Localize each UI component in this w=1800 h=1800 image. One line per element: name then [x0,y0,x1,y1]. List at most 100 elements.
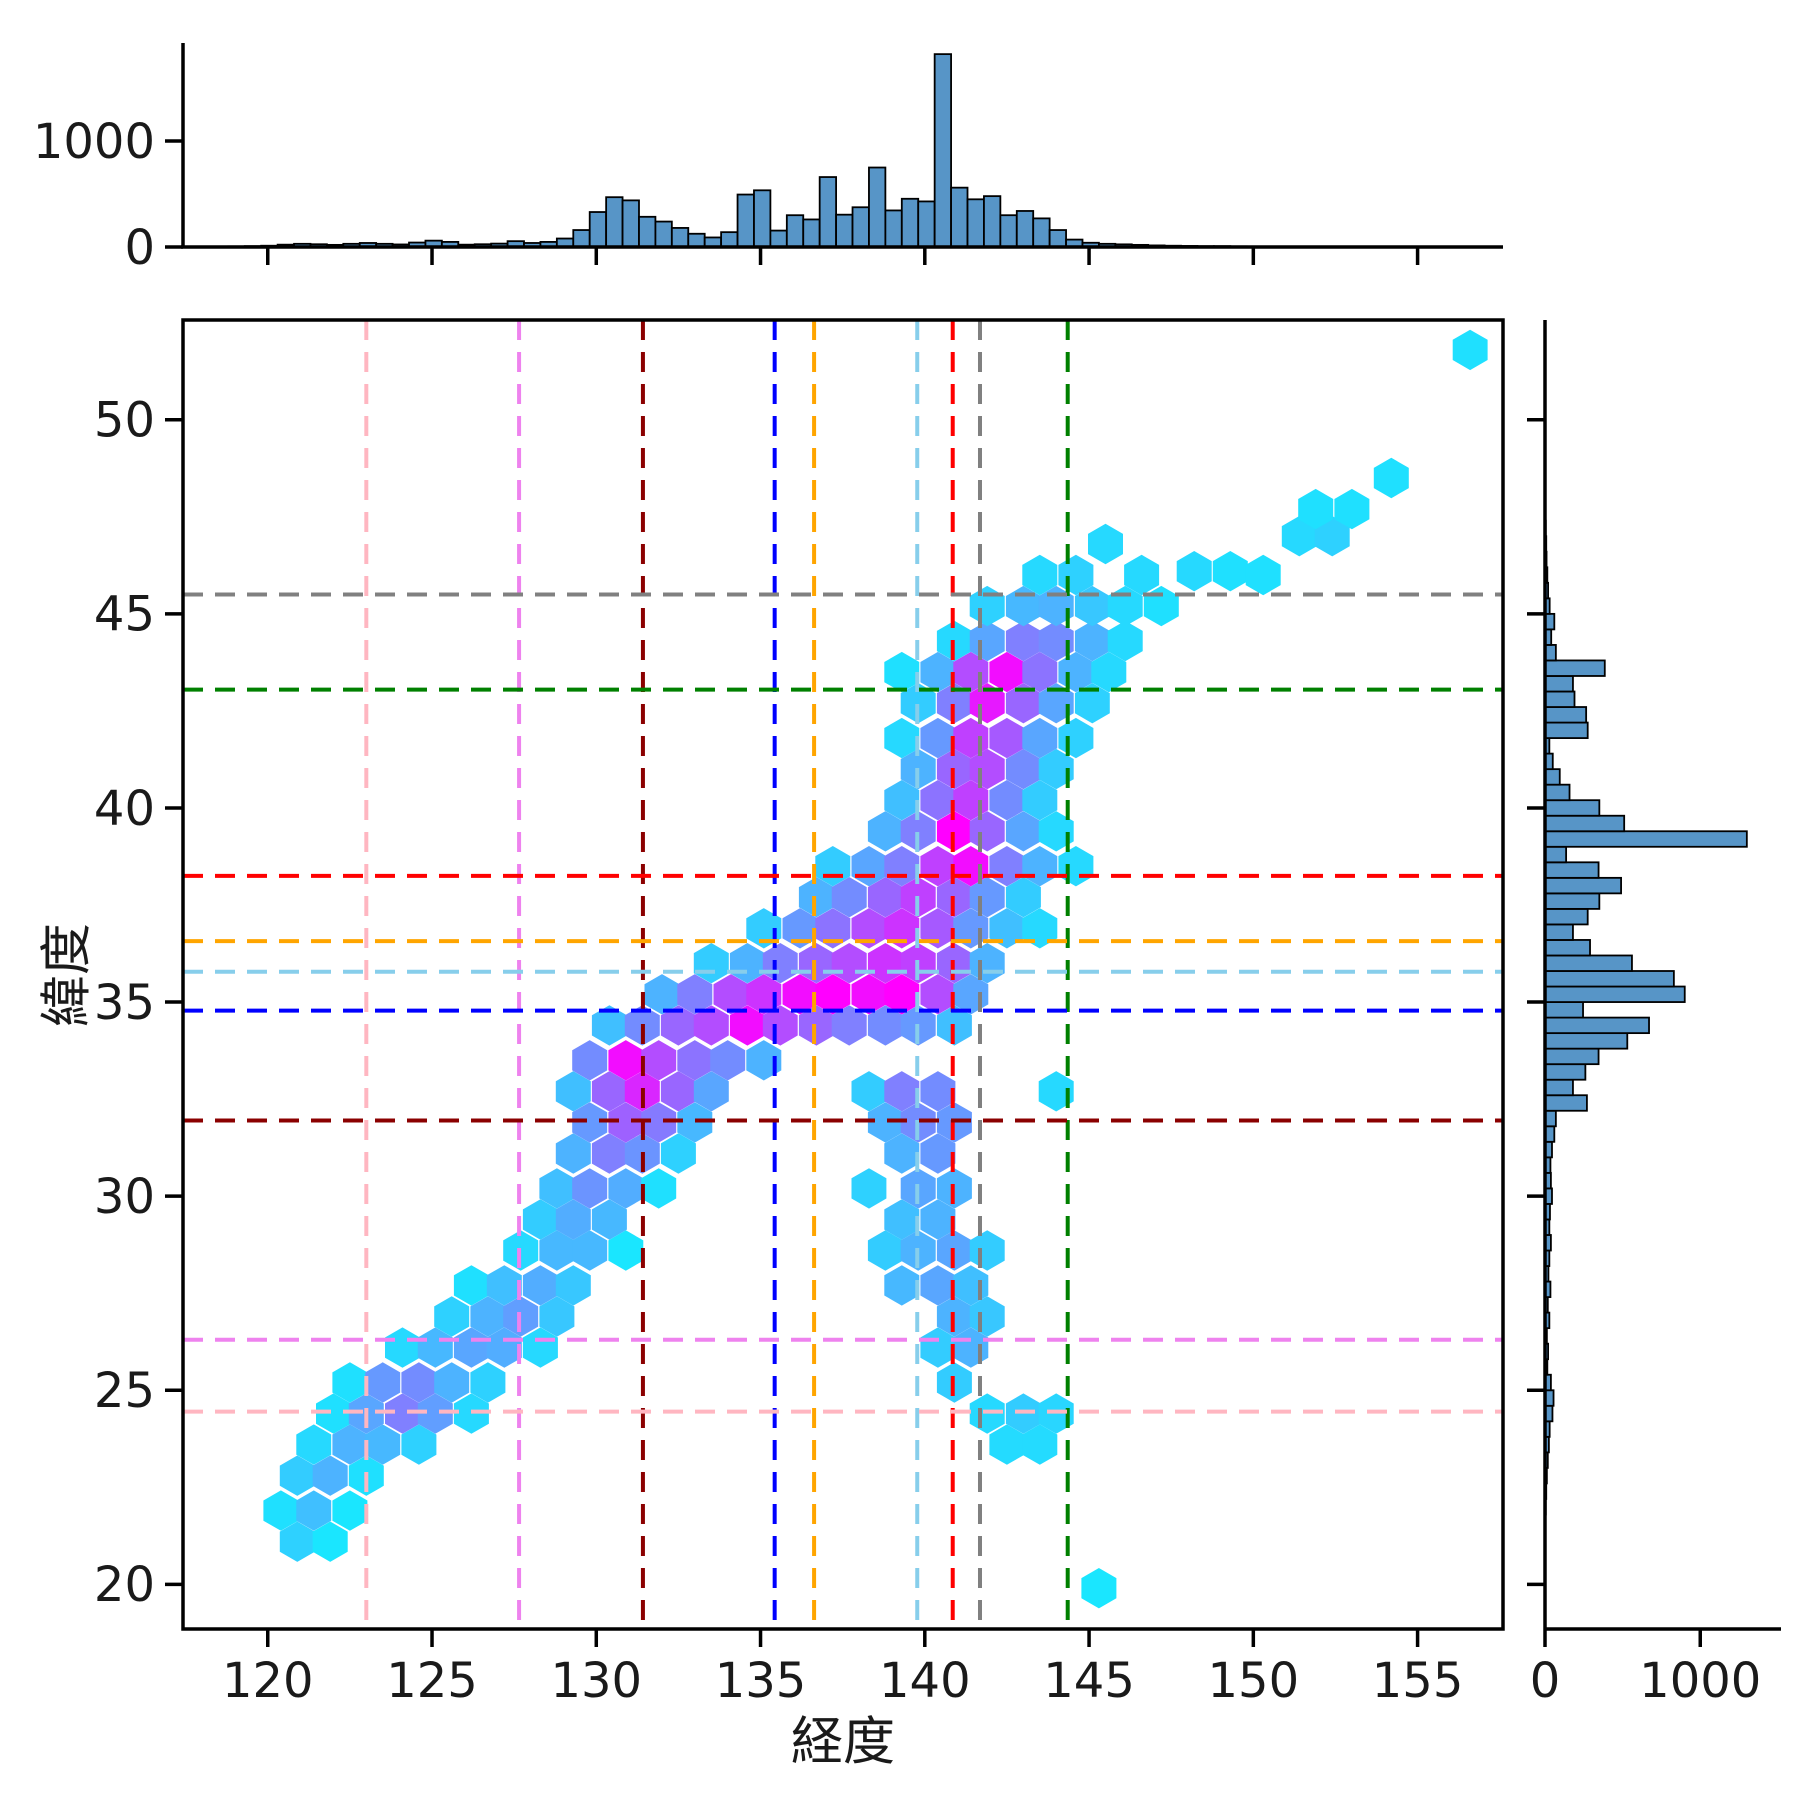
hexbin-cell [539,1296,575,1337]
hexbin-cell [1176,551,1212,592]
hexbin-cell [884,1199,920,1240]
hexbin-cell [263,1490,299,1531]
hexbin-cell [385,1327,420,1368]
top-hist-bar [785,214,805,248]
hexbin-cell [1212,551,1248,592]
right-hist-bar [1544,923,1574,941]
hexbin-cell [920,1133,956,1174]
hexbin-cell [417,1393,453,1434]
y-tick-label: 35 [94,975,155,1031]
hexbin-cell [332,1424,368,1465]
hexbin-cell [798,1005,834,1046]
hexbin-cell [434,1296,470,1337]
right-hist-bar [1544,783,1571,802]
hexbin-cell [920,1265,956,1306]
top-hist-bar [638,215,657,248]
hexbin-cell [1081,1568,1117,1609]
hexbin-cell [608,1230,644,1271]
top-histogram: 0 1000 [33,43,1503,276]
hexbin-cell [884,908,920,949]
hexbin-cell [1058,846,1094,887]
hexbin-cell [453,1327,489,1368]
hexbin-cell [851,1071,887,1112]
hexbin-cell [572,1230,608,1271]
hexbin-cell [1124,554,1160,596]
hexbin-cell [746,974,782,1015]
hexbin-cell [555,1199,591,1240]
hexbin-cell [920,780,956,821]
top-hist-bar [769,229,788,248]
right-hist-bar [1544,799,1601,817]
hexbin-cell [660,1005,696,1046]
hexbin-cell [1038,683,1074,724]
hexbin-cell [1074,683,1110,724]
hexbin-cell [1005,683,1041,724]
hexbin-cell [296,1490,332,1531]
top-hist-bar [605,196,624,248]
reference-lines [183,320,1503,1629]
hexbin-cell [401,1362,437,1403]
right-hist-bar [1544,721,1589,739]
hexbin-cell [815,908,851,949]
top-hist-bar [835,213,854,248]
hexbin-cell [591,1199,627,1240]
hexbin-cell [522,1327,558,1368]
top-hist-bar [900,197,920,248]
hexbin-cell [989,717,1025,759]
hexbin-cell [920,1199,956,1240]
top-hist-bar [670,227,690,248]
hexbin-cell [867,877,903,918]
hexbin-cell [644,974,680,1015]
hexbin-cell [1314,516,1350,557]
hexbin-cell [1373,457,1409,499]
right-hist-bar [1544,970,1675,988]
hexbin-cell [867,1230,903,1271]
hexbin-cell [1038,620,1074,662]
hexbin-cell [989,1424,1025,1465]
hexbin-cell [385,1393,420,1434]
right-histogram: 0 1000 [1527,320,1781,1709]
top-hist-bar [1048,229,1067,248]
hexbin-cell [486,1265,522,1306]
top-hist-bar [851,206,870,248]
hexbin-cell [677,974,713,1015]
top-hist-bar [868,166,887,248]
top-hist-bar [736,193,755,248]
hexbin-cell [851,1168,887,1209]
top-hist-bar [753,189,772,248]
hexbin-cell [1005,811,1041,852]
hexbin-cell [539,1230,575,1271]
hexbin-cell [884,780,920,821]
y-tick-label: 25 [94,1363,155,1419]
top-hist-bar [818,176,838,248]
hexbin-cell [1022,651,1058,693]
x-tick-label: 155 [1372,1653,1464,1709]
right-hist-bar [1544,845,1568,864]
hexbin-cell [1143,585,1179,627]
hexbin-cell [969,585,1005,627]
right-hist-bar [1544,675,1574,693]
hexbin-cell [555,1265,591,1306]
hexbin-cell [713,974,749,1015]
hexbin-cell [798,877,834,918]
hexbin-cell [677,1040,713,1081]
hexbin-cell [539,1168,575,1209]
hexbin-cell [453,1265,489,1306]
top-hist-bar [983,195,1002,248]
y-tick-label: 20 [94,1557,155,1613]
top-hist-bar [687,232,706,248]
hexbin-cell [1298,488,1334,530]
hexbin-cell [831,877,867,918]
hexbin-cell [920,717,956,759]
hexbin-cell [572,1168,608,1209]
x-tick-label: 135 [715,1653,807,1709]
hexbin-cell [365,1424,401,1465]
hexbin-cell [782,908,818,949]
hexbin-cell [1022,554,1058,596]
right-hist-xtick-label: 1000 [1639,1653,1761,1709]
hexbin-cell [884,974,920,1015]
hexbin-cell [900,811,936,852]
hexbin-cell [677,1102,713,1143]
hexbin-cell [1245,554,1281,596]
